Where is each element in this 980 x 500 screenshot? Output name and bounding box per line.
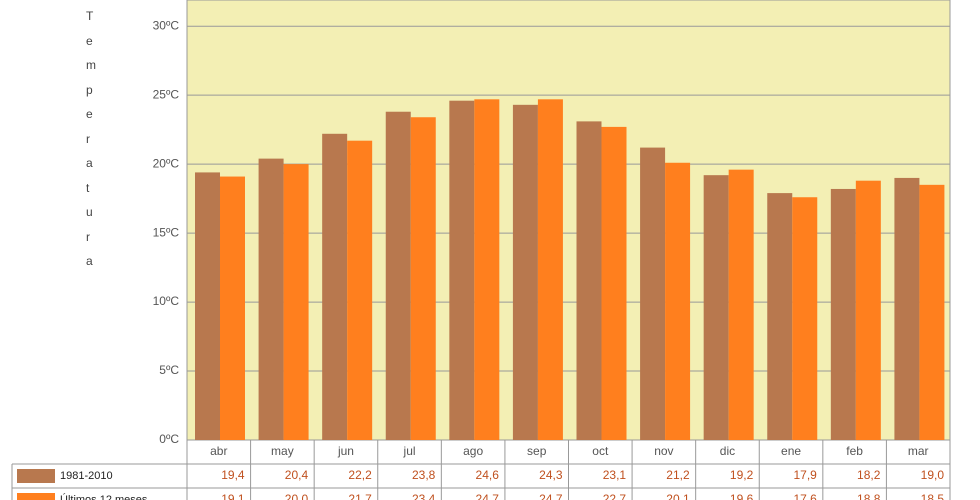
bar [385,111,411,441]
bar [767,193,793,440]
bar [665,162,691,441]
y-tick-label: 5ºC [159,363,179,377]
bar [830,188,856,440]
bar [258,158,284,440]
legend-label: 1981-2010 [60,470,113,482]
table-value: 21,7 [348,492,372,500]
x-tick-label: ago [463,444,483,458]
x-tick-label: ene [781,444,801,458]
table-value: 20,1 [666,492,690,500]
table-value: 22,2 [348,468,372,482]
table-value: 18,2 [857,468,881,482]
table-value: 18,5 [921,492,945,500]
bar [792,197,818,440]
bar [347,140,373,441]
x-tick-label: sep [527,444,547,458]
x-tick-label: oct [592,444,609,458]
table-value: 18,8 [857,492,881,500]
bar [512,104,538,441]
table-value: 22,7 [603,492,627,500]
table-value: 24,3 [539,468,563,482]
table-value: 23,1 [603,468,627,482]
legend-swatch [17,493,55,500]
bar [537,99,563,440]
y-tick-label: 10ºC [153,294,180,308]
table-value: 19,2 [730,468,754,482]
table-value: 24,7 [476,492,500,500]
x-tick-label: jun [337,444,354,458]
table-value: 17,6 [793,492,817,500]
table-value: 24,6 [476,468,500,482]
bar [195,172,220,440]
table-value: 20,0 [285,492,309,500]
bar [410,117,436,440]
y-axis-label: Temperatura [86,9,116,268]
table-value: 23,4 [412,492,436,500]
bar [919,184,945,440]
legend-swatch [17,469,55,483]
bar [640,147,666,440]
plot-background [186,0,951,441]
bar [728,169,754,441]
table-value: 19,4 [221,468,245,482]
legend-label: Últimos 12 meses [60,493,148,500]
x-tick-label: abr [210,444,227,458]
y-tick-label: 20ºC [153,156,180,170]
bar [576,121,602,441]
x-tick-label: feb [846,444,863,458]
bar [322,133,348,441]
bar [283,164,309,440]
table-value: 19,0 [921,468,945,482]
y-tick-label: 25ºC [153,87,180,101]
table-value: 23,8 [412,468,436,482]
table-value: 24,7 [539,492,563,500]
table-value: 19,6 [730,492,754,500]
y-tick-label: 0ºC [159,432,179,446]
table-value: 21,2 [666,468,690,482]
x-tick-label: dic [720,444,735,458]
x-tick-label: jul [403,444,416,458]
bar [601,126,627,441]
table-value: 19,1 [221,492,245,500]
x-tick-label: nov [654,444,673,458]
table-value: 20,4 [285,468,309,482]
y-tick-label: 30ºC [153,18,180,32]
x-tick-label: mar [908,444,929,458]
y-tick-label: 15ºC [153,225,180,239]
x-tick-label: may [271,444,294,458]
bar [449,100,475,441]
bar [855,180,881,441]
table-value: 17,9 [793,468,817,482]
bar [220,176,245,440]
bar [474,99,500,440]
bar [703,175,729,440]
bar [894,177,920,440]
